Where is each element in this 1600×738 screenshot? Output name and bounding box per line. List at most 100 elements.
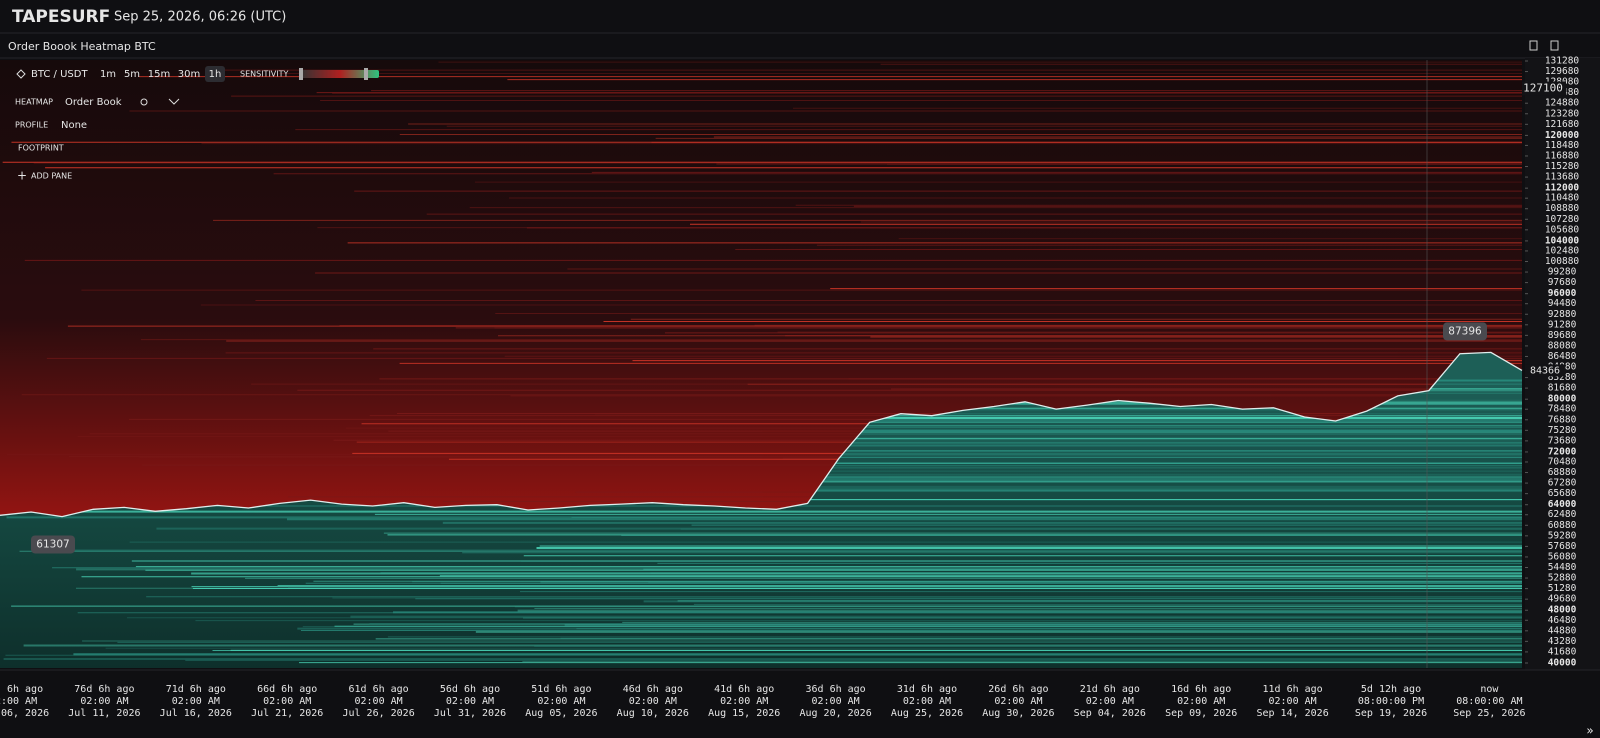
y-tick-label: 88080: [1548, 340, 1577, 351]
time-clock: 02:00 AM: [172, 696, 220, 707]
time-date: Jul 26, 2026: [342, 708, 414, 719]
y-tick-label: 49680: [1548, 594, 1577, 605]
active-timeframe-bg: [205, 66, 225, 82]
timeframe[interactable]: 1h: [209, 69, 222, 80]
y-tick-label: 102480: [1545, 245, 1580, 256]
scroll-button[interactable]: »: [1586, 724, 1593, 738]
time-date: Aug 10, 2026: [617, 708, 689, 719]
add-icon[interactable]: +: [17, 169, 27, 183]
symbol[interactable]: BTC / USDT: [31, 69, 88, 80]
time-clock: 02:00 AM: [263, 696, 311, 707]
y-tick-label: 129680: [1545, 66, 1580, 77]
time-clock: 08:00:00 AM: [1456, 696, 1522, 707]
timeframe[interactable]: 30m: [178, 69, 200, 80]
y-tick-label: 40000: [1548, 658, 1577, 669]
heatmap-select[interactable]: Order Book: [65, 97, 122, 108]
time-clock: 02:00 AM: [629, 696, 677, 707]
symbol-icon: [16, 69, 26, 79]
y-tick-label: 131280: [1545, 56, 1580, 67]
time-ago: 21d 6h ago: [1080, 684, 1140, 695]
y-tick-label: 48000: [1548, 605, 1577, 616]
y-tick-label: 43280: [1548, 636, 1577, 647]
sensitivity-slider[interactable]: [301, 70, 379, 78]
logo[interactable]: TAPESURF: [12, 7, 110, 27]
y-tick-label: 83280: [1548, 372, 1577, 383]
visibility-icon[interactable]: [140, 98, 148, 106]
time-clock: 02:00 AM: [446, 696, 494, 707]
y-tick-label: 121680: [1545, 119, 1580, 130]
time-date: Jul 16, 2026: [160, 708, 232, 719]
y-tick-label: 104000: [1545, 235, 1580, 246]
y-tick-label: 89680: [1548, 330, 1577, 341]
time-clock: 02:00 AM: [355, 696, 403, 707]
price-marker-bg: [1443, 322, 1487, 341]
time-date: Sep 04, 2026: [1074, 708, 1146, 719]
time-ago: 36d 6h ago: [805, 684, 865, 695]
add-pane[interactable]: ADD PANE: [31, 172, 72, 181]
y-tick-label: 113680: [1545, 172, 1580, 183]
y-tick-label: 62480: [1548, 509, 1577, 520]
y-tick-label: 44880: [1548, 625, 1577, 636]
y-tick-label: 72000: [1548, 446, 1577, 457]
y-tick-label: 78480: [1548, 404, 1577, 415]
y-tick-label: 67280: [1548, 478, 1577, 489]
timeframe[interactable]: 15m: [148, 69, 170, 80]
y-tick-label: 76880: [1548, 414, 1577, 425]
crosshair-price: 127100: [1523, 82, 1563, 95]
chevron[interactable]: [168, 98, 180, 105]
slider-handle[interactable]: [299, 68, 303, 80]
time-ago: 16d 6h ago: [1171, 684, 1231, 695]
sensitivity-label: SENSITIVITY: [240, 70, 289, 79]
y-tick-label: 100880: [1545, 256, 1580, 267]
time-clock: 02:00 AM: [812, 696, 860, 707]
timeframe[interactable]: 5m: [124, 69, 140, 80]
time-clock: 02:00 AM: [720, 696, 768, 707]
y-tick-label: 112000: [1545, 183, 1580, 194]
time-date: Jul 31, 2026: [434, 708, 506, 719]
time-date: Aug 15, 2026: [708, 708, 780, 719]
time-clock: 02:00 AM: [1086, 696, 1134, 707]
y-tick-label: 110480: [1545, 193, 1580, 204]
time-ago: 51d 6h ago: [531, 684, 591, 695]
time-date: Sep 19, 2026: [1355, 708, 1427, 719]
pane-button[interactable]: [1529, 40, 1538, 51]
crosshair-price-bg: [1522, 81, 1566, 96]
bid-liquidity: [3, 379, 1522, 664]
last-price: 84366: [1530, 365, 1560, 376]
time-clock: 02:00 AM: [1177, 696, 1225, 707]
time-ago: 41d 6h ago: [714, 684, 774, 695]
y-tick-label: 75280: [1548, 425, 1577, 436]
y-tick-label: 73680: [1548, 435, 1577, 446]
footprint-toggle[interactable]: FOOTPRINT: [18, 144, 64, 153]
time-date: Aug 05, 2026: [525, 708, 597, 719]
time-date: Aug 20, 2026: [799, 708, 871, 719]
slider-handle[interactable]: [364, 68, 368, 80]
y-tick-label: 91280: [1548, 319, 1577, 330]
time-date: Aug 30, 2026: [982, 708, 1054, 719]
profile-label: PROFILE: [15, 121, 48, 130]
time-ago: 5d 12h ago: [1361, 684, 1421, 695]
time-date: Sep 09, 2026: [1165, 708, 1237, 719]
time-ago: 11d 6h ago: [1262, 684, 1322, 695]
time-ago: 26d 6h ago: [988, 684, 1048, 695]
y-tick-label: 92880: [1548, 309, 1577, 320]
y-tick-label: 52880: [1548, 573, 1577, 584]
time-ago: 66d 6h ago: [257, 684, 317, 695]
y-tick-label: 51280: [1548, 583, 1577, 594]
price-marker-bg: [31, 535, 75, 554]
time-clock: 02:00 AM: [903, 696, 951, 707]
profile-select[interactable]: None: [61, 120, 87, 131]
timeframe[interactable]: 1m: [100, 69, 116, 80]
time-ago: 76d 6h ago: [74, 684, 134, 695]
price-marker: 61307: [36, 538, 69, 550]
time-date: Jul 11, 2026: [68, 708, 140, 719]
time-ago: 31d 6h ago: [897, 684, 957, 695]
time-date: Aug 25, 2026: [891, 708, 963, 719]
time-ago: 56d 6h ago: [440, 684, 500, 695]
time-date: Jul 21, 2026: [251, 708, 323, 719]
y-tick-label: 118480: [1545, 140, 1580, 151]
pane-button[interactable]: [1550, 40, 1559, 51]
pane-title: Order Boook Heatmap BTC: [8, 40, 156, 53]
